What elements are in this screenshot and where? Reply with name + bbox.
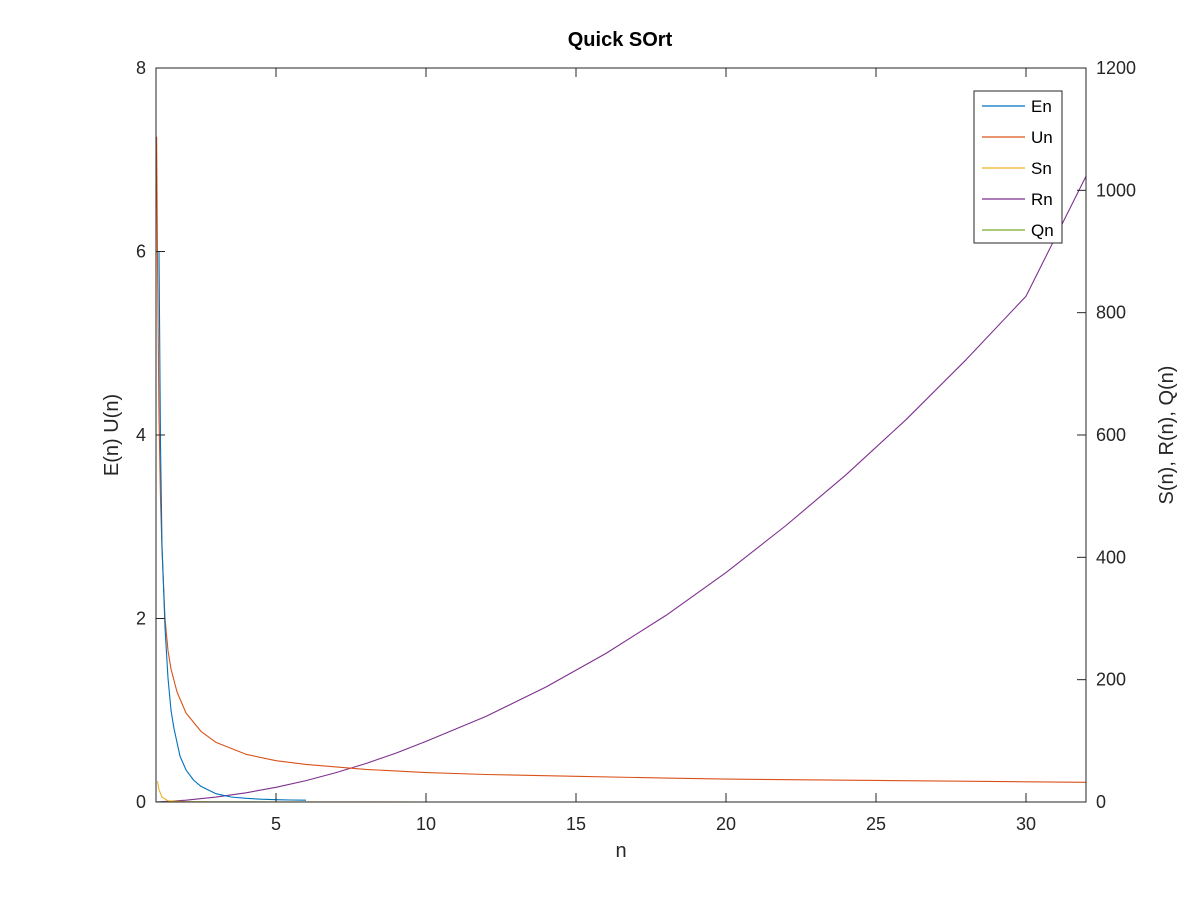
chart-title: Quick SOrt bbox=[568, 29, 673, 51]
series-line-sn bbox=[156, 781, 1086, 803]
x-axis-label: n bbox=[615, 840, 626, 862]
series-layer bbox=[155, 136, 1087, 803]
y-axis-label-left: E(n) U(n) bbox=[101, 394, 123, 476]
y-right-tick-label: 1000 bbox=[1096, 180, 1136, 200]
legend-label-sn: Sn bbox=[1031, 159, 1052, 178]
legend-box bbox=[973, 90, 1063, 244]
y-left-tick-label: 2 bbox=[136, 609, 146, 629]
legend: En Un Sn Rn Qn bbox=[973, 90, 1063, 244]
x-tick-label: 10 bbox=[416, 814, 436, 834]
plot-frame bbox=[155, 67, 1087, 803]
series-line-en bbox=[158, 251, 307, 801]
x-ticks: 5 10 15 20 25 30 bbox=[271, 68, 1036, 834]
y-left-tick-label: 0 bbox=[136, 792, 146, 812]
y-ticks-left: 0 2 4 6 8 bbox=[136, 58, 165, 812]
y-right-tick-label: 1200 bbox=[1096, 58, 1136, 78]
legend-label-qn: Qn bbox=[1031, 221, 1054, 240]
y-right-tick-label: 600 bbox=[1096, 425, 1126, 445]
y-ticks-right: 0 200 400 600 800 1000 1200 bbox=[1077, 58, 1136, 812]
y-right-tick-label: 0 bbox=[1096, 792, 1106, 812]
x-tick-label: 30 bbox=[1016, 814, 1036, 834]
y-left-tick-label: 8 bbox=[136, 58, 146, 78]
y-right-tick-label: 800 bbox=[1096, 303, 1126, 323]
y-axis-label-right: S(n), R(n), Q(n) bbox=[1156, 366, 1178, 505]
series-line-un bbox=[156, 136, 1087, 783]
legend-label-rn: Rn bbox=[1031, 190, 1053, 209]
y-right-tick-label: 400 bbox=[1096, 547, 1126, 567]
y-right-tick-label: 200 bbox=[1096, 670, 1126, 690]
x-tick-label: 5 bbox=[271, 814, 281, 834]
legend-label-un: Un bbox=[1031, 128, 1053, 147]
legend-label-en: En bbox=[1031, 97, 1052, 116]
x-tick-label: 25 bbox=[866, 814, 886, 834]
x-tick-label: 15 bbox=[566, 814, 586, 834]
y-left-tick-label: 4 bbox=[136, 425, 146, 445]
x-tick-label: 20 bbox=[716, 814, 736, 834]
y-left-tick-label: 6 bbox=[136, 242, 146, 262]
series-line-rn bbox=[155, 176, 1087, 803]
